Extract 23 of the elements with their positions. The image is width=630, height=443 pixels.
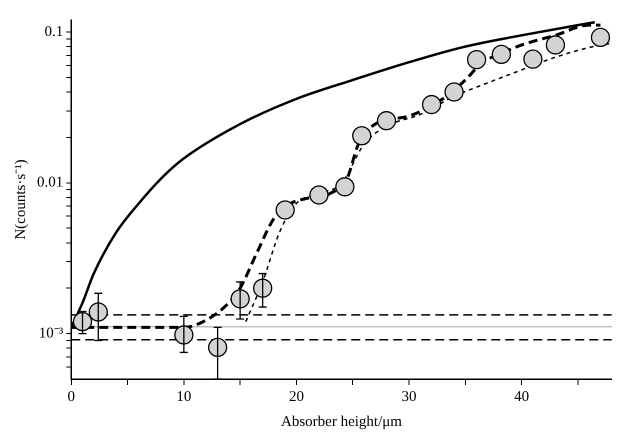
x-tick-label: 40 [514, 388, 530, 405]
y-tick-label: 0.01 [37, 174, 64, 191]
point [444, 82, 464, 102]
point [523, 50, 543, 69]
y-tick-label: 10⁻³ [38, 326, 64, 342]
point [72, 312, 92, 332]
x-tick-label: 10 [176, 388, 192, 405]
x-tick-label: 30 [402, 388, 417, 405]
point [590, 28, 610, 48]
point [546, 35, 566, 55]
point [352, 126, 372, 146]
x-tick-label: 0 [68, 388, 75, 405]
point [309, 185, 329, 205]
point [335, 177, 355, 196]
point [376, 111, 396, 130]
point [422, 94, 442, 114]
point [492, 44, 512, 64]
x-axis-title: Absorber height/μm [281, 414, 402, 430]
point [276, 200, 295, 220]
point [466, 50, 486, 70]
y-axis-title: N(counts·s⁻¹) [12, 159, 29, 240]
x-tick-label: 20 [288, 388, 304, 405]
y-tick-label: 0.1 [44, 24, 64, 40]
